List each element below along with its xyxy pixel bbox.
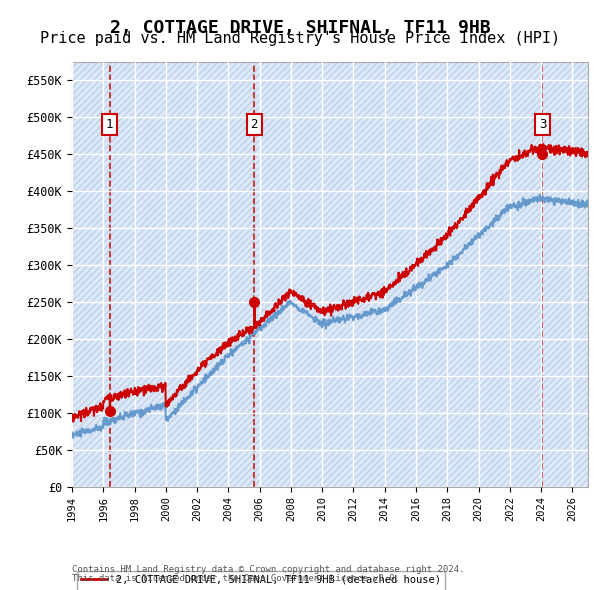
Text: This data is licensed under the Open Government Licence v3.0.: This data is licensed under the Open Gov… — [72, 574, 400, 583]
Text: Contains HM Land Registry data © Crown copyright and database right 2024.: Contains HM Land Registry data © Crown c… — [72, 565, 464, 574]
Legend: 2, COTTAGE DRIVE, SHIFNAL, TF11 9HB (detached house), HPI: Average price, detach: 2, COTTAGE DRIVE, SHIFNAL, TF11 9HB (det… — [77, 571, 445, 590]
Text: 1: 1 — [106, 118, 113, 131]
Text: Price paid vs. HM Land Registry's House Price Index (HPI): Price paid vs. HM Land Registry's House … — [40, 31, 560, 45]
Text: 2: 2 — [251, 118, 258, 131]
Text: 3: 3 — [539, 118, 546, 131]
Text: 2, COTTAGE DRIVE, SHIFNAL, TF11 9HB: 2, COTTAGE DRIVE, SHIFNAL, TF11 9HB — [110, 19, 490, 37]
